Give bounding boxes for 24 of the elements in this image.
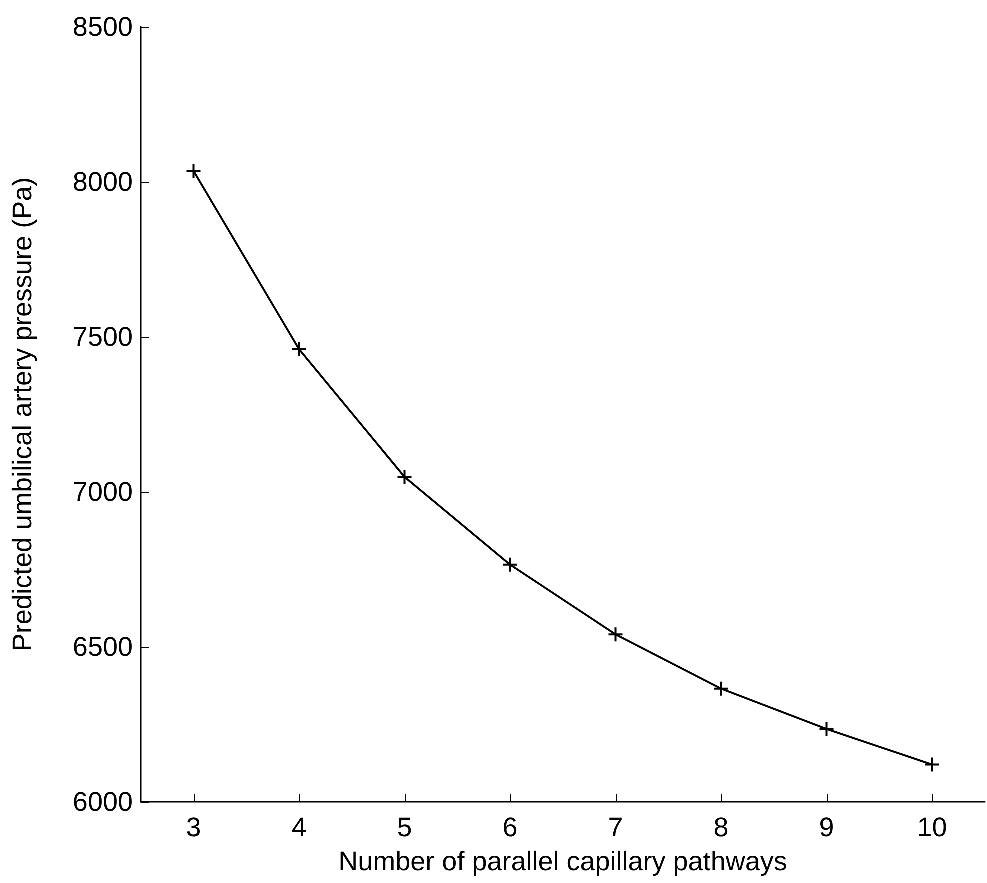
y-tick-label: 7500: [72, 322, 133, 352]
y-tick-label: 6000: [72, 787, 133, 817]
x-tick-label: 8: [714, 812, 729, 842]
x-tick-label: 9: [819, 812, 834, 842]
x-tick-label: 4: [292, 812, 307, 842]
y-tick-label: 8000: [72, 167, 133, 197]
point: [396, 469, 413, 486]
x-tick-label: 3: [186, 812, 202, 842]
point: [502, 556, 518, 573]
x-tick-label: 7: [608, 812, 624, 842]
y-tick-label: 8500: [72, 12, 133, 42]
x-tick-label: 5: [397, 812, 412, 842]
point: [291, 341, 308, 358]
y-axis-title: Predicted umbilical artery pressure (Pa): [8, 177, 38, 652]
point: [608, 626, 624, 643]
y-tick-label: 7000: [72, 477, 133, 507]
point: [924, 756, 940, 773]
point: [186, 163, 202, 180]
x-tick-label: 10: [917, 812, 948, 842]
x-axis-title: Number of parallel capillary pathways: [338, 846, 788, 876]
x-tick-label: 6: [502, 812, 518, 842]
point: [818, 721, 835, 738]
point: [713, 680, 730, 697]
y-tick-label: 6500: [72, 632, 133, 662]
